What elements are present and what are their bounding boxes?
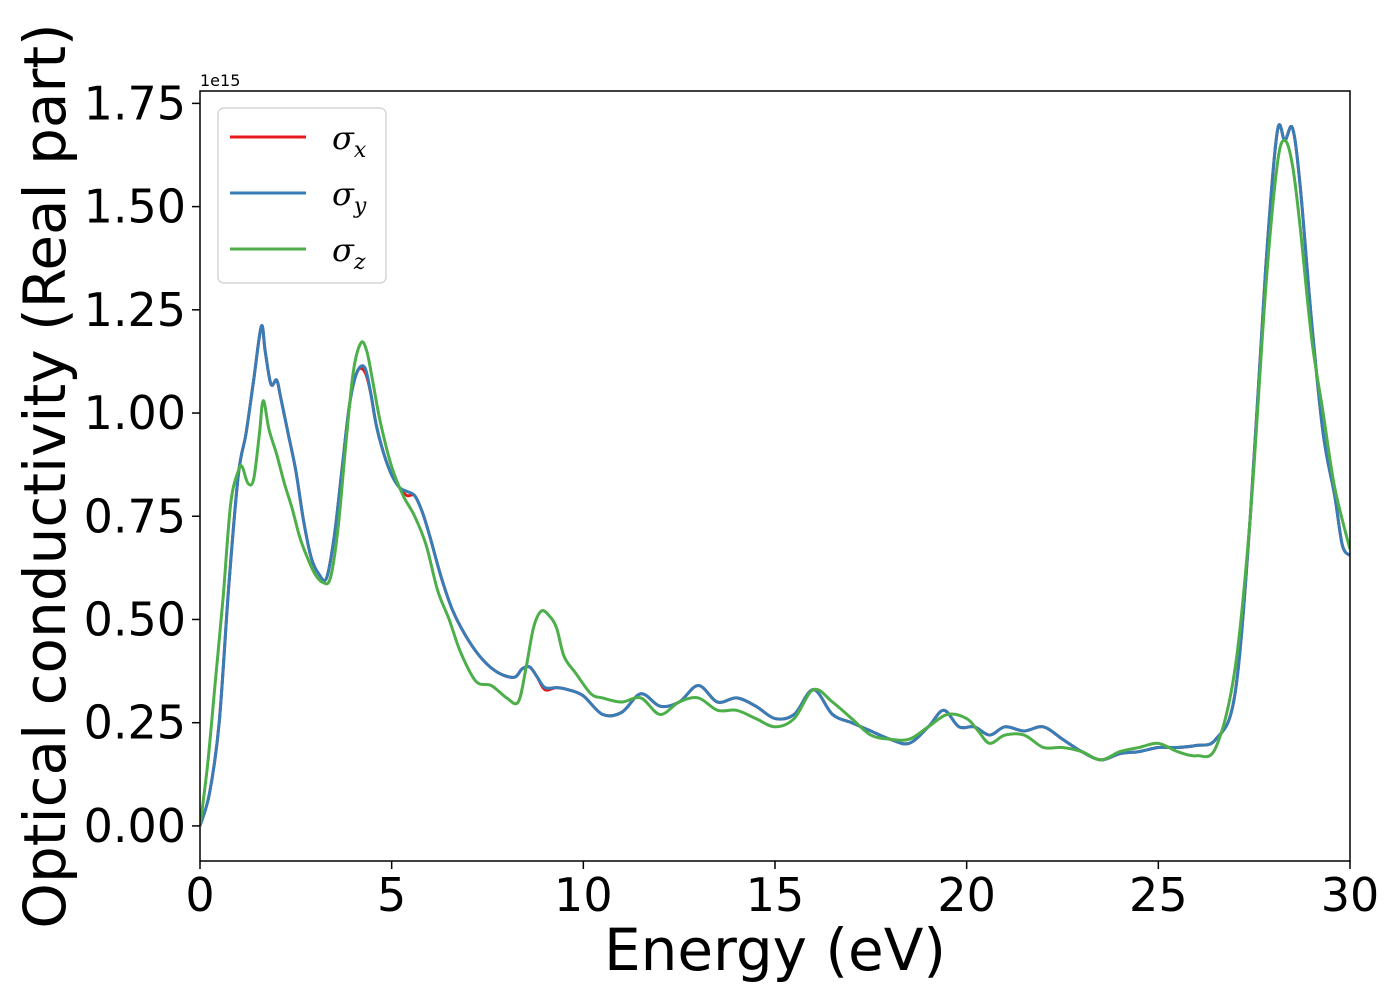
x-tick-label: 0 xyxy=(185,868,214,922)
legend-label-x: σx xyxy=(332,119,367,163)
legend-label-z: σz xyxy=(332,231,366,275)
x-tick-label: 20 xyxy=(937,868,996,922)
y-tick-label: 0.25 xyxy=(84,696,186,750)
legend: σx σy σz xyxy=(217,107,387,284)
y-offset-label: 1e15 xyxy=(200,71,240,90)
legend-label-y: σy xyxy=(332,175,367,219)
series-line-y xyxy=(200,123,1350,827)
x-tick-label: 10 xyxy=(554,868,613,922)
y-tick-label: 0.00 xyxy=(84,799,186,853)
y-tick-label: 1.50 xyxy=(84,180,186,234)
x-tick-label: 5 xyxy=(377,868,406,922)
x-axis-label: Energy (eV) xyxy=(604,916,946,984)
legend-box xyxy=(217,107,387,284)
x-tick-label: 15 xyxy=(746,868,805,922)
y-tick-label: 0.75 xyxy=(84,489,186,543)
series-line-z xyxy=(200,139,1350,827)
series-layer xyxy=(200,123,1350,827)
y-tick-label: 1.75 xyxy=(84,76,186,130)
y-axis-label: Optical conductivity (Real part) xyxy=(11,23,79,928)
x-axis-ticks: 0 5 10 15 20 25 30 xyxy=(185,861,1379,922)
y-axis-ticks: 0.00 0.25 0.50 0.75 1.00 1.25 1.50 1.75 xyxy=(84,76,200,853)
y-tick-label: 0.50 xyxy=(84,592,186,646)
y-tick-label: 1.25 xyxy=(84,283,186,337)
x-tick-label: 25 xyxy=(1129,868,1188,922)
x-tick-label: 30 xyxy=(1321,868,1380,922)
y-tick-label: 1.00 xyxy=(84,386,186,440)
